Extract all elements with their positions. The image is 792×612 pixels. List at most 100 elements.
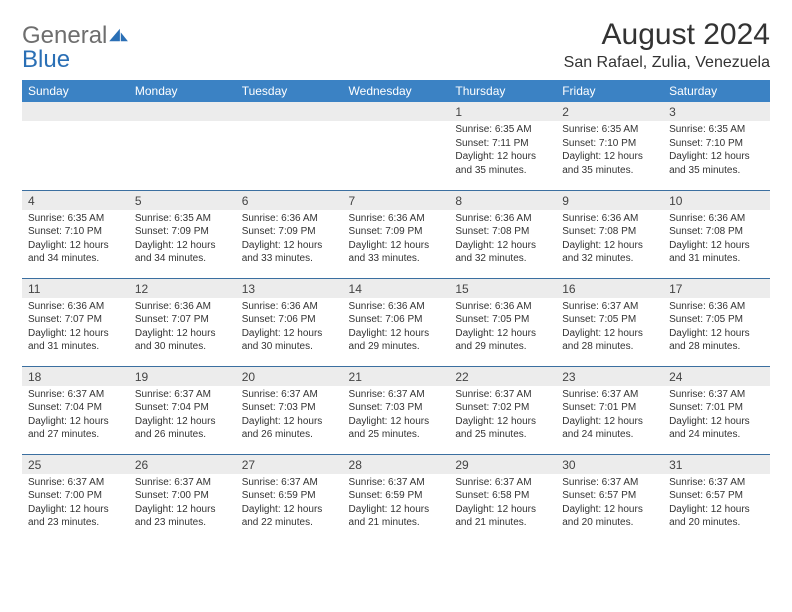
sunrise-text: Sunrise: 6:37 AM [242,388,337,402]
day-number: 4 [22,191,129,210]
calendar-day-cell: 18Sunrise: 6:37 AMSunset: 7:04 PMDayligh… [22,366,129,454]
calendar-day-cell: 30Sunrise: 6:37 AMSunset: 6:57 PMDayligh… [556,454,663,542]
sunrise-text: Sunrise: 6:37 AM [28,388,123,402]
sunset-text: Sunset: 7:10 PM [28,225,123,239]
day-body: Sunrise: 6:35 AMSunset: 7:10 PMDaylight:… [663,121,770,183]
daylight-text: Daylight: 12 hours [135,415,230,429]
day-number: 22 [449,367,556,386]
day-body: Sunrise: 6:37 AMSunset: 6:57 PMDaylight:… [663,474,770,536]
sunrise-text: Sunrise: 6:37 AM [135,388,230,402]
day-number: 7 [343,191,450,210]
day-body: Sunrise: 6:37 AMSunset: 6:59 PMDaylight:… [236,474,343,536]
calendar-day-cell: 19Sunrise: 6:37 AMSunset: 7:04 PMDayligh… [129,366,236,454]
calendar-day-cell: 13Sunrise: 6:36 AMSunset: 7:06 PMDayligh… [236,278,343,366]
calendar-day-cell: 15Sunrise: 6:36 AMSunset: 7:05 PMDayligh… [449,278,556,366]
daylight-text: Daylight: 12 hours [455,239,550,253]
calendar-day-cell: 20Sunrise: 6:37 AMSunset: 7:03 PMDayligh… [236,366,343,454]
day-number: 12 [129,279,236,298]
calendar-week-row: 18Sunrise: 6:37 AMSunset: 7:04 PMDayligh… [22,366,770,454]
day-number: 5 [129,191,236,210]
sunset-text: Sunset: 6:57 PM [562,489,657,503]
daylight-text-2: and 25 minutes. [349,428,444,442]
calendar-day-cell: 9Sunrise: 6:36 AMSunset: 7:08 PMDaylight… [556,190,663,278]
location: San Rafael, Zulia, Venezuela [564,54,770,72]
daylight-text: Daylight: 12 hours [349,327,444,341]
sunset-text: Sunset: 7:10 PM [562,137,657,151]
sunset-text: Sunset: 7:01 PM [562,401,657,415]
day-number: 2 [556,102,663,121]
daylight-text: Daylight: 12 hours [242,503,337,517]
title-block: August 2024 San Rafael, Zulia, Venezuela [564,18,770,72]
day-body: Sunrise: 6:37 AMSunset: 7:03 PMDaylight:… [343,386,450,448]
day-number: 6 [236,191,343,210]
daylight-text: Daylight: 12 hours [562,503,657,517]
day-body: Sunrise: 6:36 AMSunset: 7:08 PMDaylight:… [556,210,663,272]
daylight-text: Daylight: 12 hours [242,327,337,341]
sunrise-text: Sunrise: 6:36 AM [562,212,657,226]
day-number: 25 [22,455,129,474]
sunset-text: Sunset: 7:01 PM [669,401,764,415]
day-number: 23 [556,367,663,386]
day-body: Sunrise: 6:36 AMSunset: 7:06 PMDaylight:… [343,298,450,360]
calendar-day-cell [22,102,129,190]
daylight-text: Daylight: 12 hours [455,327,550,341]
day-body [236,121,343,129]
daylight-text: Daylight: 12 hours [135,239,230,253]
day-body: Sunrise: 6:36 AMSunset: 7:07 PMDaylight:… [129,298,236,360]
daylight-text: Daylight: 12 hours [669,150,764,164]
daylight-text: Daylight: 12 hours [669,415,764,429]
daylight-text-2: and 34 minutes. [28,252,123,266]
sunset-text: Sunset: 7:00 PM [28,489,123,503]
calendar-week-row: 4Sunrise: 6:35 AMSunset: 7:10 PMDaylight… [22,190,770,278]
sunrise-text: Sunrise: 6:37 AM [135,476,230,490]
daylight-text-2: and 26 minutes. [242,428,337,442]
calendar-day-cell [343,102,450,190]
day-number: 28 [343,455,450,474]
day-body: Sunrise: 6:36 AMSunset: 7:08 PMDaylight:… [663,210,770,272]
daylight-text: Daylight: 12 hours [669,327,764,341]
daylight-text-2: and 25 minutes. [455,428,550,442]
day-body: Sunrise: 6:37 AMSunset: 7:04 PMDaylight:… [22,386,129,448]
sunset-text: Sunset: 6:59 PM [242,489,337,503]
day-body: Sunrise: 6:37 AMSunset: 7:01 PMDaylight:… [663,386,770,448]
day-body: Sunrise: 6:35 AMSunset: 7:09 PMDaylight:… [129,210,236,272]
daylight-text: Daylight: 12 hours [669,239,764,253]
daylight-text: Daylight: 12 hours [455,503,550,517]
calendar-day-cell: 8Sunrise: 6:36 AMSunset: 7:08 PMDaylight… [449,190,556,278]
daylight-text: Daylight: 12 hours [28,415,123,429]
daylight-text: Daylight: 12 hours [455,150,550,164]
sunset-text: Sunset: 7:07 PM [135,313,230,327]
weekday-header: Monday [129,80,236,102]
weekday-header-row: Sunday Monday Tuesday Wednesday Thursday… [22,80,770,102]
sunrise-text: Sunrise: 6:37 AM [669,388,764,402]
calendar-day-cell: 2Sunrise: 6:35 AMSunset: 7:10 PMDaylight… [556,102,663,190]
weekday-header: Friday [556,80,663,102]
day-number: 31 [663,455,770,474]
day-number: 21 [343,367,450,386]
calendar-day-cell [129,102,236,190]
calendar-day-cell: 17Sunrise: 6:36 AMSunset: 7:05 PMDayligh… [663,278,770,366]
daylight-text: Daylight: 12 hours [135,503,230,517]
day-body [22,121,129,129]
daylight-text-2: and 35 minutes. [669,164,764,178]
calendar-week-row: 1Sunrise: 6:35 AMSunset: 7:11 PMDaylight… [22,102,770,190]
day-body: Sunrise: 6:37 AMSunset: 7:05 PMDaylight:… [556,298,663,360]
day-number: 13 [236,279,343,298]
day-body: Sunrise: 6:35 AMSunset: 7:10 PMDaylight:… [22,210,129,272]
day-body [129,121,236,129]
daylight-text: Daylight: 12 hours [349,503,444,517]
calendar-day-cell: 12Sunrise: 6:36 AMSunset: 7:07 PMDayligh… [129,278,236,366]
daylight-text-2: and 35 minutes. [455,164,550,178]
sunrise-text: Sunrise: 6:37 AM [28,476,123,490]
sunset-text: Sunset: 6:59 PM [349,489,444,503]
calendar-day-cell: 4Sunrise: 6:35 AMSunset: 7:10 PMDaylight… [22,190,129,278]
sunset-text: Sunset: 7:08 PM [455,225,550,239]
weekday-header: Wednesday [343,80,450,102]
day-body: Sunrise: 6:37 AMSunset: 7:03 PMDaylight:… [236,386,343,448]
calendar-day-cell: 11Sunrise: 6:36 AMSunset: 7:07 PMDayligh… [22,278,129,366]
sunrise-text: Sunrise: 6:36 AM [669,212,764,226]
sunset-text: Sunset: 7:09 PM [349,225,444,239]
daylight-text-2: and 34 minutes. [135,252,230,266]
calendar-day-cell: 29Sunrise: 6:37 AMSunset: 6:58 PMDayligh… [449,454,556,542]
daylight-text: Daylight: 12 hours [242,239,337,253]
